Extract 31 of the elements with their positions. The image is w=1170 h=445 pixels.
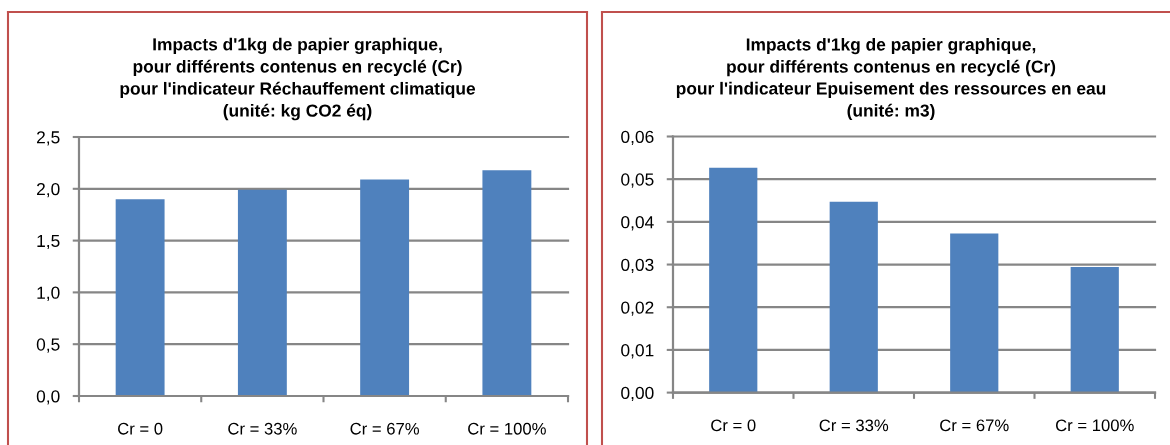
y-tick-label: 0,05 (621, 173, 654, 188)
y-tick-label: 1,5 (37, 234, 60, 250)
bar (1070, 267, 1119, 393)
x-tick-label: Cr = 0 (711, 419, 756, 432)
x-tick-label: Cr = 0 (118, 422, 163, 435)
bar (237, 189, 287, 396)
bar (115, 199, 165, 396)
x-tick-label: Cr = 100% (1055, 419, 1134, 432)
y-tick-label: 2,0 (36, 182, 60, 198)
bar (829, 201, 878, 393)
y-tick-label: 0,04 (621, 216, 654, 231)
y-tick-label: 0,0 (36, 390, 60, 405)
bar (950, 233, 999, 393)
x-tick-label: Cr = 33% (228, 422, 297, 435)
x-tick-label: Cr = 100% (468, 422, 546, 435)
y-tick-label: 1,0 (37, 286, 60, 301)
bar (482, 170, 532, 396)
y-tick-label: 0,02 (621, 301, 654, 316)
x-tick-label: Cr = 67% (940, 419, 1009, 432)
y-tick-label: 0,06 (621, 130, 654, 146)
y-tick-label: 0,01 (621, 344, 654, 359)
chart-title: Impacts d'1kg de papier graphique, pour différents contenus en recyclé (Cr) pour l'indicateur Epuisement des ressources en eau (unité: m3) (676, 37, 1106, 121)
x-tick-label: Cr = 33% (819, 419, 889, 432)
chart-title: Impacts d'1kg de papier graphique, pour différents contenus en recyclé (Cr) pour l'indicateur Réchauffement climatique (unité: kg CO2 éq) (120, 37, 476, 121)
x-tick-label: Cr = 67% (350, 422, 419, 435)
bar (360, 179, 410, 396)
bar (709, 167, 758, 393)
y-tick-label: 0,00 (621, 386, 654, 402)
y-tick-label: 2,5 (36, 131, 60, 146)
y-tick-label: 0,03 (621, 258, 654, 274)
y-tick-label: 0,5 (36, 338, 60, 353)
